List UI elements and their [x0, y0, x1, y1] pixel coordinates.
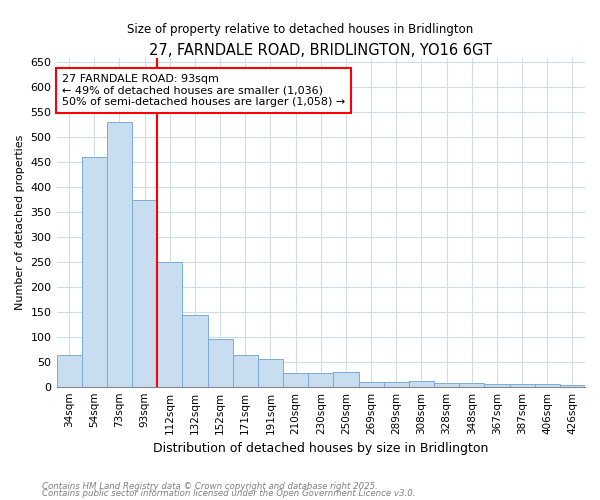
- Text: Contains HM Land Registry data © Crown copyright and database right 2025.: Contains HM Land Registry data © Crown c…: [42, 482, 378, 491]
- Text: Contains public sector information licensed under the Open Government Licence v3: Contains public sector information licen…: [42, 489, 415, 498]
- Bar: [434, 383, 459, 386]
- Bar: [484, 384, 509, 386]
- Bar: [182, 316, 208, 386]
- Bar: [107, 122, 132, 386]
- Bar: [409, 380, 434, 386]
- Text: Size of property relative to detached houses in Bridlington: Size of property relative to detached ho…: [127, 22, 473, 36]
- Bar: [258, 359, 283, 386]
- Bar: [509, 384, 535, 386]
- Bar: [132, 200, 157, 386]
- Bar: [560, 384, 585, 386]
- Text: 27 FARNDALE ROAD: 93sqm
← 49% of detached houses are smaller (1,036)
50% of semi: 27 FARNDALE ROAD: 93sqm ← 49% of detache…: [62, 74, 345, 107]
- Bar: [308, 372, 334, 386]
- X-axis label: Distribution of detached houses by size in Bridlington: Distribution of detached houses by size …: [153, 442, 488, 455]
- Bar: [157, 262, 182, 386]
- Bar: [535, 384, 560, 386]
- Bar: [383, 382, 409, 386]
- Bar: [459, 382, 484, 386]
- Y-axis label: Number of detached properties: Number of detached properties: [15, 134, 25, 310]
- Bar: [208, 340, 233, 386]
- Bar: [359, 382, 383, 386]
- Bar: [334, 372, 359, 386]
- Title: 27, FARNDALE ROAD, BRIDLINGTON, YO16 6GT: 27, FARNDALE ROAD, BRIDLINGTON, YO16 6GT: [149, 42, 492, 58]
- Bar: [56, 356, 82, 386]
- Bar: [82, 158, 107, 386]
- Bar: [233, 356, 258, 386]
- Bar: [283, 372, 308, 386]
